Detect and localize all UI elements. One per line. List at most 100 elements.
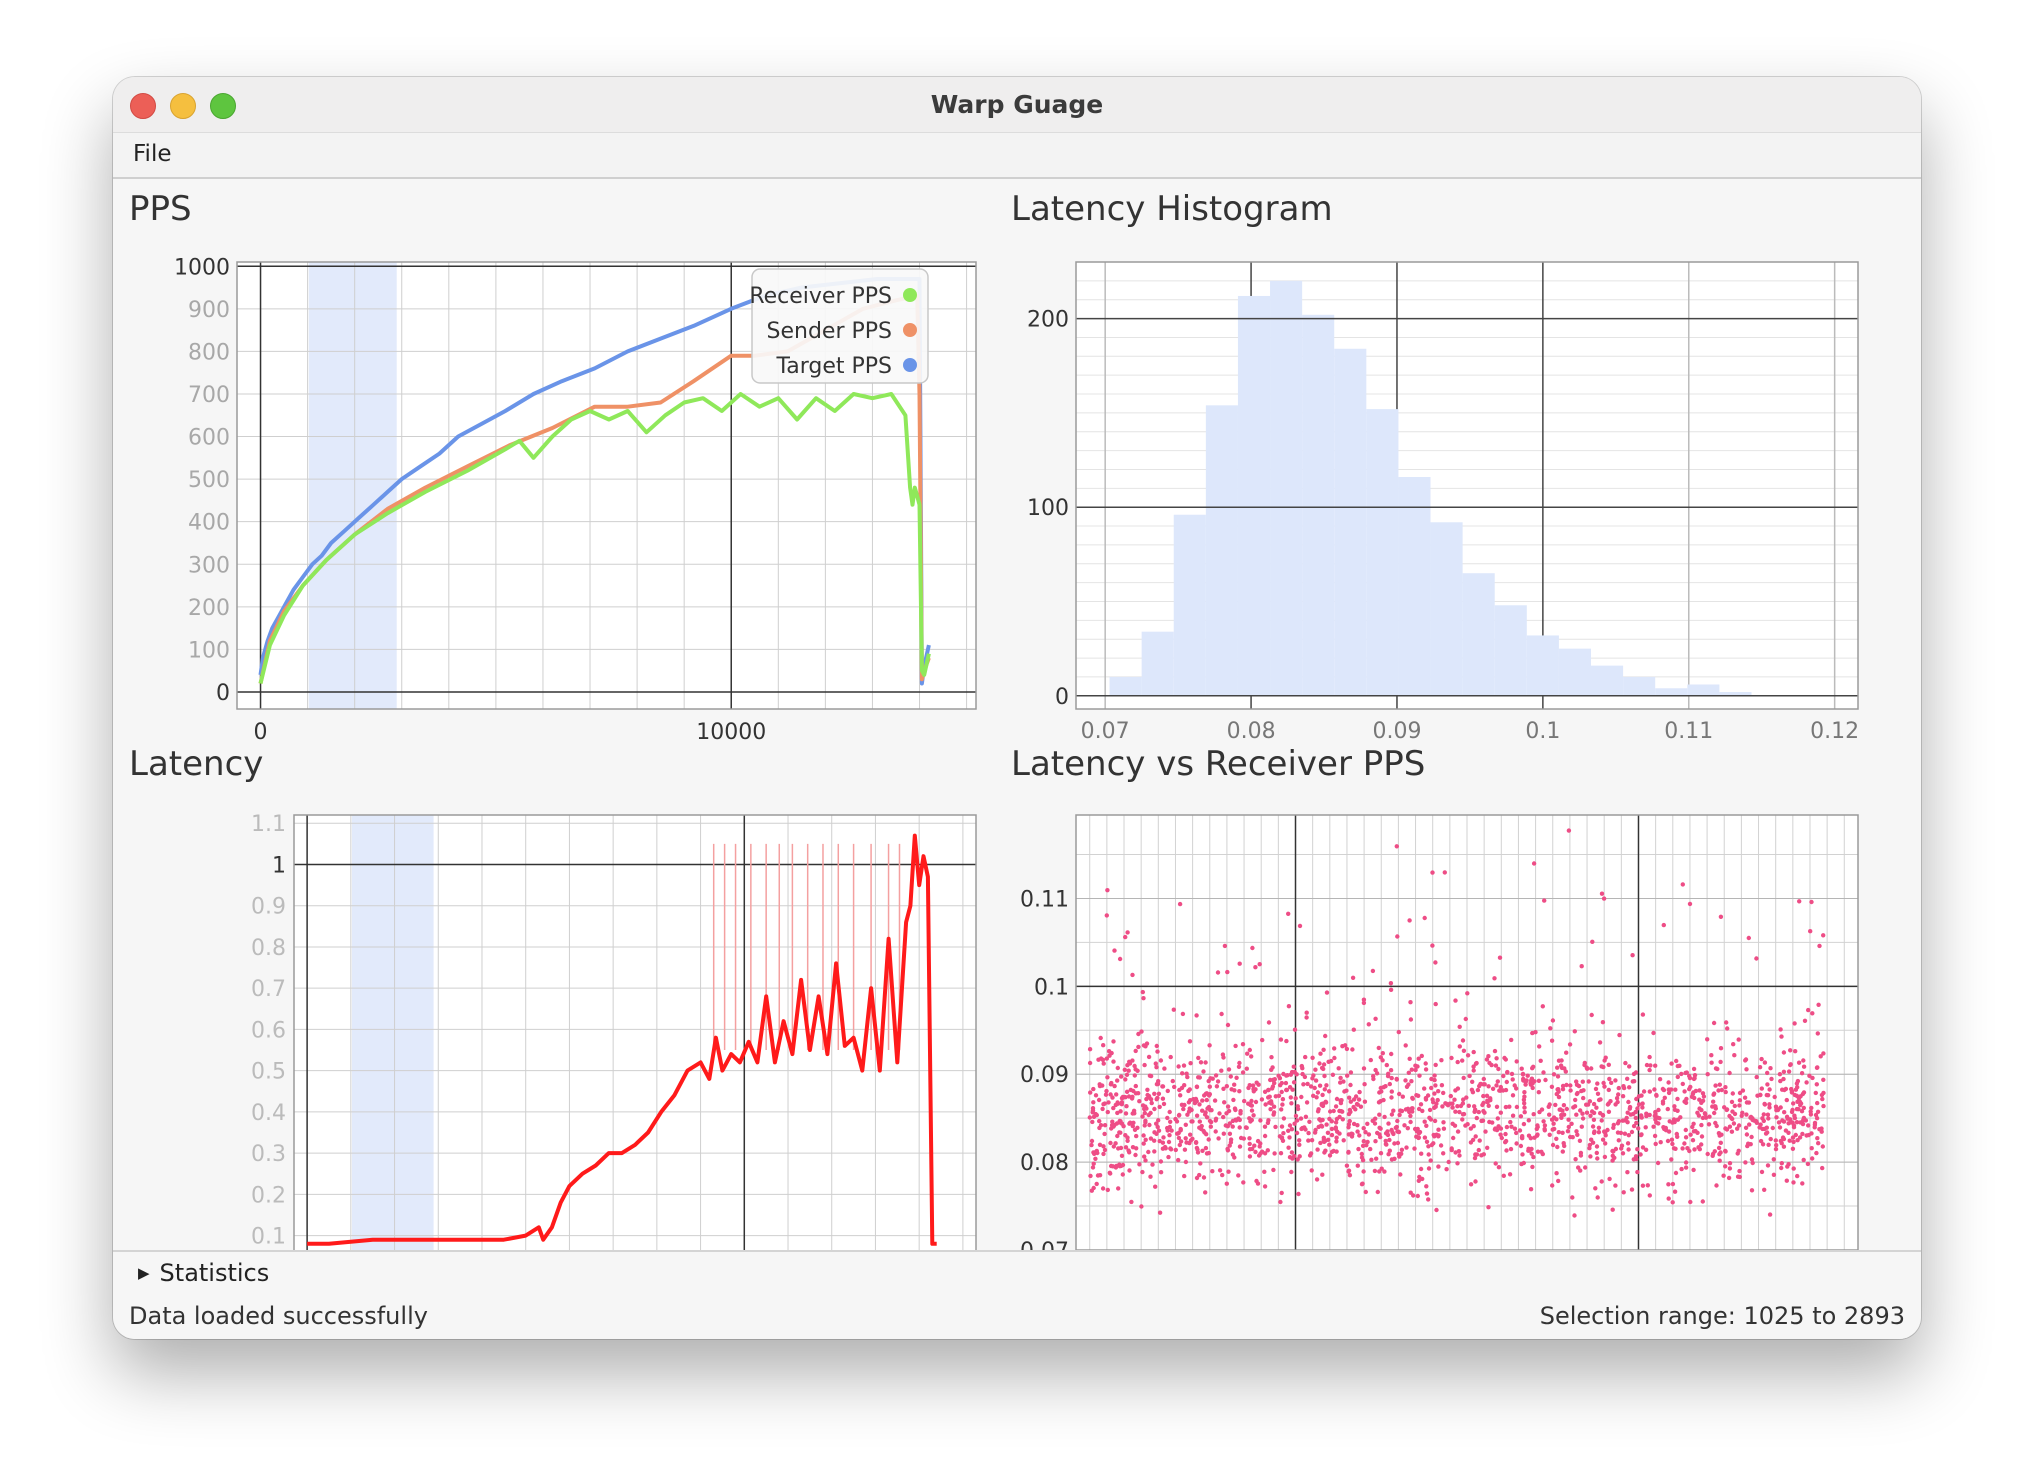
scatter-point [1330, 1072, 1336, 1077]
scatter-point [1372, 1168, 1378, 1174]
scatter-point [1262, 1184, 1268, 1189]
scatter-point [1240, 1070, 1246, 1075]
scatter-point [1153, 1061, 1159, 1066]
scatter-point [1091, 1100, 1096, 1105]
scatter-point [1287, 1123, 1293, 1128]
scatter-point [1144, 1106, 1149, 1111]
scatter-point [1492, 1048, 1498, 1054]
scatter-point [1233, 1043, 1238, 1049]
scatter-point [1122, 1067, 1127, 1072]
scatter-point [1475, 1087, 1481, 1093]
scatter-point [1362, 1082, 1367, 1087]
scatter-point [1225, 969, 1230, 975]
scatter-point [1443, 1101, 1448, 1106]
scatter-point [1631, 1123, 1637, 1129]
scatter-point [1765, 1112, 1771, 1117]
scatter-point [1568, 1083, 1573, 1088]
scatter-point [1620, 1151, 1626, 1156]
scatter-point [1611, 1122, 1617, 1128]
scatter-point [1467, 1073, 1472, 1079]
scatter-point [1473, 1107, 1478, 1112]
menu-file[interactable]: File [133, 141, 172, 167]
scatter-point [1278, 1199, 1283, 1205]
close-window-button[interactable] [130, 93, 156, 119]
pps-legend-label: Target PPS [775, 354, 892, 379]
scatter-point [1317, 1083, 1323, 1088]
scatter-point [1416, 1178, 1422, 1184]
scatter-point [1485, 1145, 1490, 1151]
pps-y-tick-label: 300 [188, 553, 230, 578]
scatter-point [1408, 1017, 1414, 1022]
scatter-point [1347, 1173, 1353, 1178]
scatter-point [1699, 1100, 1704, 1105]
scatter-point [1747, 1122, 1752, 1127]
scatter-point [1744, 1132, 1750, 1137]
scatter-point [1621, 1085, 1627, 1091]
scatter-point [1527, 1148, 1532, 1153]
scatter-point [1436, 1089, 1441, 1094]
scatter-point [1599, 1179, 1604, 1184]
scatter-point [1186, 1109, 1192, 1114]
scatter-point [1404, 1084, 1410, 1089]
scatter-point [1152, 1149, 1157, 1154]
scatter-point [1558, 1063, 1564, 1068]
scatter-point [1610, 1148, 1615, 1154]
scatter-point [1735, 1151, 1740, 1156]
statistics-disclosure[interactable]: ▶ Statistics [138, 1259, 269, 1287]
scatter-point [1231, 1097, 1236, 1103]
scatter-point [1737, 1168, 1742, 1174]
scatter-point [1389, 1095, 1394, 1100]
scatter-point [1766, 1142, 1771, 1148]
scatter-point [1228, 1074, 1234, 1079]
latency-series-line [307, 833, 937, 1246]
scatter-point [1556, 1178, 1561, 1184]
scatter-point [1514, 1130, 1519, 1136]
histogram-bar [1205, 405, 1238, 696]
latency-y-tick-label: 0.3 [251, 1142, 286, 1167]
scatter-point [1489, 1062, 1494, 1068]
scatter-point [1716, 1145, 1722, 1151]
histogram-bar [1623, 676, 1656, 696]
scatter-point [1631, 1071, 1637, 1077]
latency-chart[interactable]: 0.1 0.2 0.3 0.4 0.5 0.6 0.7 0.8 0.9 1 1.1 [113, 77, 1921, 1261]
scatter-point [1784, 1178, 1790, 1183]
minimize-window-button[interactable] [170, 93, 196, 119]
scatter-point [1172, 1084, 1177, 1090]
scatter-point [1225, 1124, 1231, 1129]
scatter-point [1292, 1154, 1297, 1159]
scatter-point [1288, 1072, 1294, 1077]
scatter-point [1729, 1099, 1735, 1105]
latency-vs-pps-chart[interactable]: 0.070.080.090.10.11 [113, 77, 1921, 1264]
scatter-point [1672, 1104, 1677, 1109]
zoom-window-button[interactable] [210, 93, 236, 119]
latency-y-tick-label: 1.1 [251, 812, 286, 837]
histogram-x-tick-label: 0.11 [1664, 719, 1713, 744]
scatter-point [1707, 1114, 1712, 1119]
scatter-point [1142, 1062, 1147, 1068]
scatter-point [1284, 1087, 1289, 1093]
scatter-point [1278, 1151, 1284, 1156]
scatter-point [1690, 1138, 1696, 1143]
scatter-point [1486, 1084, 1491, 1089]
title-bar: Warp Guage [113, 77, 1921, 133]
scatter-point [1090, 1119, 1095, 1125]
scatter-point [1283, 1080, 1289, 1086]
scatter-point [1318, 1140, 1323, 1146]
scatter-point [1566, 1117, 1571, 1122]
scatter-point [1622, 1131, 1628, 1136]
scatter-point [1629, 1129, 1635, 1135]
scatter-point [1241, 1180, 1246, 1185]
scatter-point [1201, 1175, 1207, 1180]
scatter-point [1094, 1181, 1099, 1187]
histogram-x-tick-label: 0.12 [1810, 719, 1859, 744]
scatter-point [1626, 1147, 1631, 1152]
scatter-point [1560, 1087, 1566, 1092]
scatter-point [1640, 1012, 1646, 1017]
scatter-point [1348, 1082, 1353, 1088]
scatter-point [1547, 1102, 1552, 1107]
scatter-point [1610, 1207, 1615, 1212]
scatter-point [1577, 1138, 1583, 1144]
scatter-point [1461, 1075, 1466, 1081]
